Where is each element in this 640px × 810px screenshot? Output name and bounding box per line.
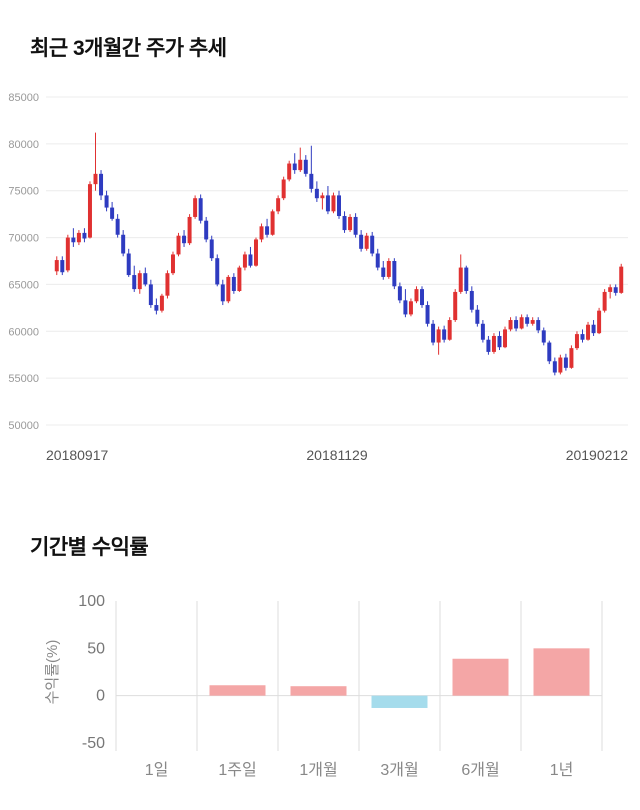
svg-text:70000: 70000 (8, 233, 39, 245)
svg-text:20190212: 20190212 (566, 447, 629, 463)
svg-text:20180917: 20180917 (46, 447, 109, 463)
returns-chart-title: 기간별 수익률 (30, 536, 149, 559)
svg-text:100: 100 (78, 593, 105, 610)
svg-text:1년: 1년 (550, 761, 574, 779)
svg-text:1개월: 1개월 (299, 761, 337, 779)
svg-text:75000: 75000 (8, 186, 39, 198)
svg-text:6개월: 6개월 (461, 761, 499, 779)
svg-text:0: 0 (96, 688, 105, 705)
svg-text:80000: 80000 (8, 139, 39, 151)
svg-text:55000: 55000 (8, 373, 39, 385)
svg-text:-50: -50 (82, 735, 105, 752)
svg-text:1일: 1일 (145, 761, 169, 779)
period-returns-bar-chart: 100 50 0 -50 수익률(%) 1일 1주일 1개월 3개월 6개월 1년 (44, 593, 603, 779)
svg-text:85000: 85000 (8, 92, 39, 104)
svg-text:60000: 60000 (8, 326, 39, 338)
svg-text:50000: 50000 (8, 420, 39, 432)
price-candlestick-chart: 85000 80000 75000 70000 65000 60000 55000 50000… (8, 92, 629, 463)
svg-text:50: 50 (87, 640, 105, 657)
svg-text:3개월: 3개월 (380, 761, 418, 779)
svg-text:1주일: 1주일 (218, 761, 256, 779)
price-chart-title: 최근 3개월간 주가 추세 (30, 37, 227, 60)
svg-text:20181129: 20181129 (306, 447, 367, 463)
svg-text:수익률(%): 수익률(%) (44, 640, 61, 705)
svg-text:65000: 65000 (8, 279, 39, 291)
